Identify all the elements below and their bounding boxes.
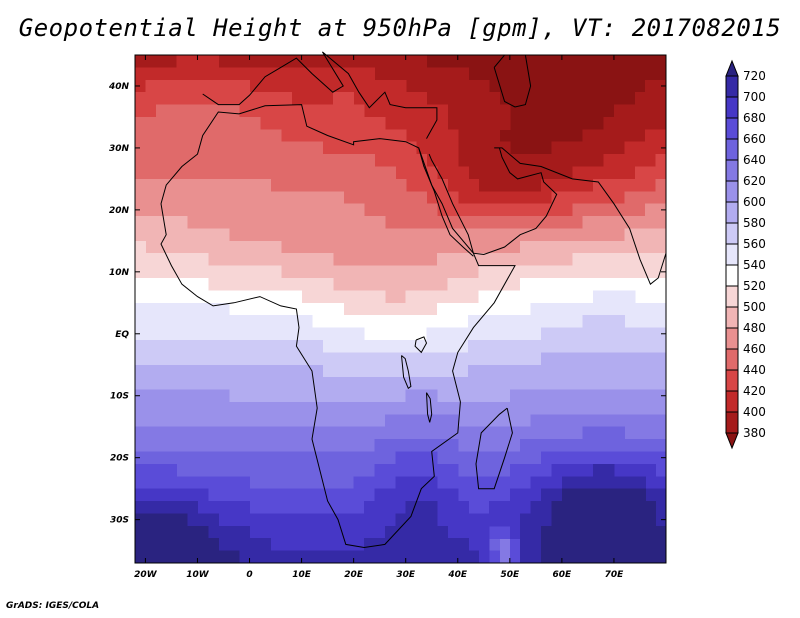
colorbar-label: 400 (743, 405, 766, 419)
colorbar-label: 620 (743, 174, 766, 188)
height-field (135, 55, 667, 564)
height-band (135, 451, 667, 564)
colorbar-swatch (725, 327, 739, 350)
height-band (135, 315, 667, 378)
x-tick-label: 20W (134, 570, 158, 580)
y-tick-label: EQ (115, 330, 129, 340)
colorbar-label: 600 (743, 195, 766, 209)
colorbar-label: 420 (743, 384, 766, 398)
x-tick-label: 10W (186, 570, 210, 580)
lake-malawi (426, 392, 433, 423)
lake-tanganyika (401, 355, 412, 390)
colorbar-swatch (725, 96, 739, 119)
colorbar-min-arrow (725, 432, 739, 450)
x-tick-label: 0 (246, 570, 252, 580)
height-band (135, 389, 667, 428)
colorbar-max-arrow (725, 59, 739, 77)
x-tick-label: 40E (447, 570, 468, 580)
height-band (135, 104, 667, 230)
y-tick-label: 10S (110, 392, 129, 402)
axes: 20W 10W 0 10E 20E 30E 40E 50E 60E 70E 40N 30N 20N 10N… (108, 55, 666, 580)
colorbar-label: 560 (743, 237, 766, 251)
colorbar-swatch (725, 159, 739, 182)
colorbar-swatch (725, 306, 739, 329)
colorbar-label: 580 (743, 216, 766, 230)
height-band (135, 463, 667, 564)
y-tick-label: 30N (109, 144, 130, 154)
x-tick-label: 60E (553, 570, 573, 580)
colorbar-label: 380 (743, 426, 766, 440)
y-tick-label: 10N (109, 268, 130, 278)
colorbar-label: 500 (743, 300, 766, 314)
colorbar-swatch (725, 243, 739, 266)
height-band (135, 79, 667, 217)
y-tick-label: 40N (108, 82, 130, 92)
x-tick-label: 30E (396, 570, 416, 580)
colorbar-label: 480 (743, 321, 766, 335)
colorbar-swatch (725, 117, 739, 140)
colorbar-swatch (725, 264, 739, 287)
credit-label: GrADS: IGES/COLA (6, 601, 100, 611)
y-tick-label: 30S (110, 516, 129, 526)
height-band (135, 426, 667, 552)
height-band (135, 55, 667, 192)
chart-title: Geopotential Height at 950hPa [gpm], VT:… (18, 14, 782, 42)
arabia-coastline (428, 110, 667, 286)
africa-coastline (160, 104, 516, 549)
height-band (135, 216, 667, 304)
colorbar-label: 680 (743, 111, 766, 125)
x-tick-label: 50E (500, 570, 520, 580)
coastlines (160, 51, 667, 549)
colorbar-swatch (725, 390, 739, 413)
plot-frame (134, 54, 667, 564)
colorbar-swatch (725, 222, 739, 245)
height-band (135, 290, 667, 353)
colorbar-label: 540 (743, 258, 766, 272)
y-tick-label: 20S (110, 454, 129, 464)
colorbar-swatch (725, 75, 739, 98)
height-band (135, 488, 667, 564)
height-band (135, 278, 667, 341)
colorbar-label: 700 (743, 90, 766, 104)
x-tick-label: 70E (605, 570, 625, 580)
colorbar-swatch (725, 180, 739, 203)
red-sea-west (418, 147, 474, 257)
x-tick-label: 20E (344, 570, 364, 580)
height-band (135, 178, 667, 267)
colorbar-swatch (725, 369, 739, 392)
colorbar-label: 660 (743, 132, 766, 146)
y-tick-label: 20N (109, 206, 130, 216)
colorbar-label: 720 (743, 69, 766, 83)
colorbar-swatch (725, 201, 739, 224)
colorbar-swatch (725, 411, 739, 434)
colorbar-label: 440 (743, 363, 766, 377)
x-tick-label: 10E (292, 570, 312, 580)
colorbar: 720 700 680 660 640 620 600 580 560 540 520 500 480 4… (725, 59, 766, 450)
colorbar-swatch (725, 138, 739, 161)
colorbar-label: 640 (743, 153, 766, 167)
mediterranean-north (202, 51, 438, 139)
colorbar-swatch (725, 285, 739, 308)
colorbar-swatch (725, 348, 739, 371)
colorbar-label: 520 (743, 279, 766, 293)
madagascar-coastline (475, 407, 513, 490)
colorbar-label: 460 (743, 342, 766, 356)
lake-victoria (414, 336, 428, 354)
